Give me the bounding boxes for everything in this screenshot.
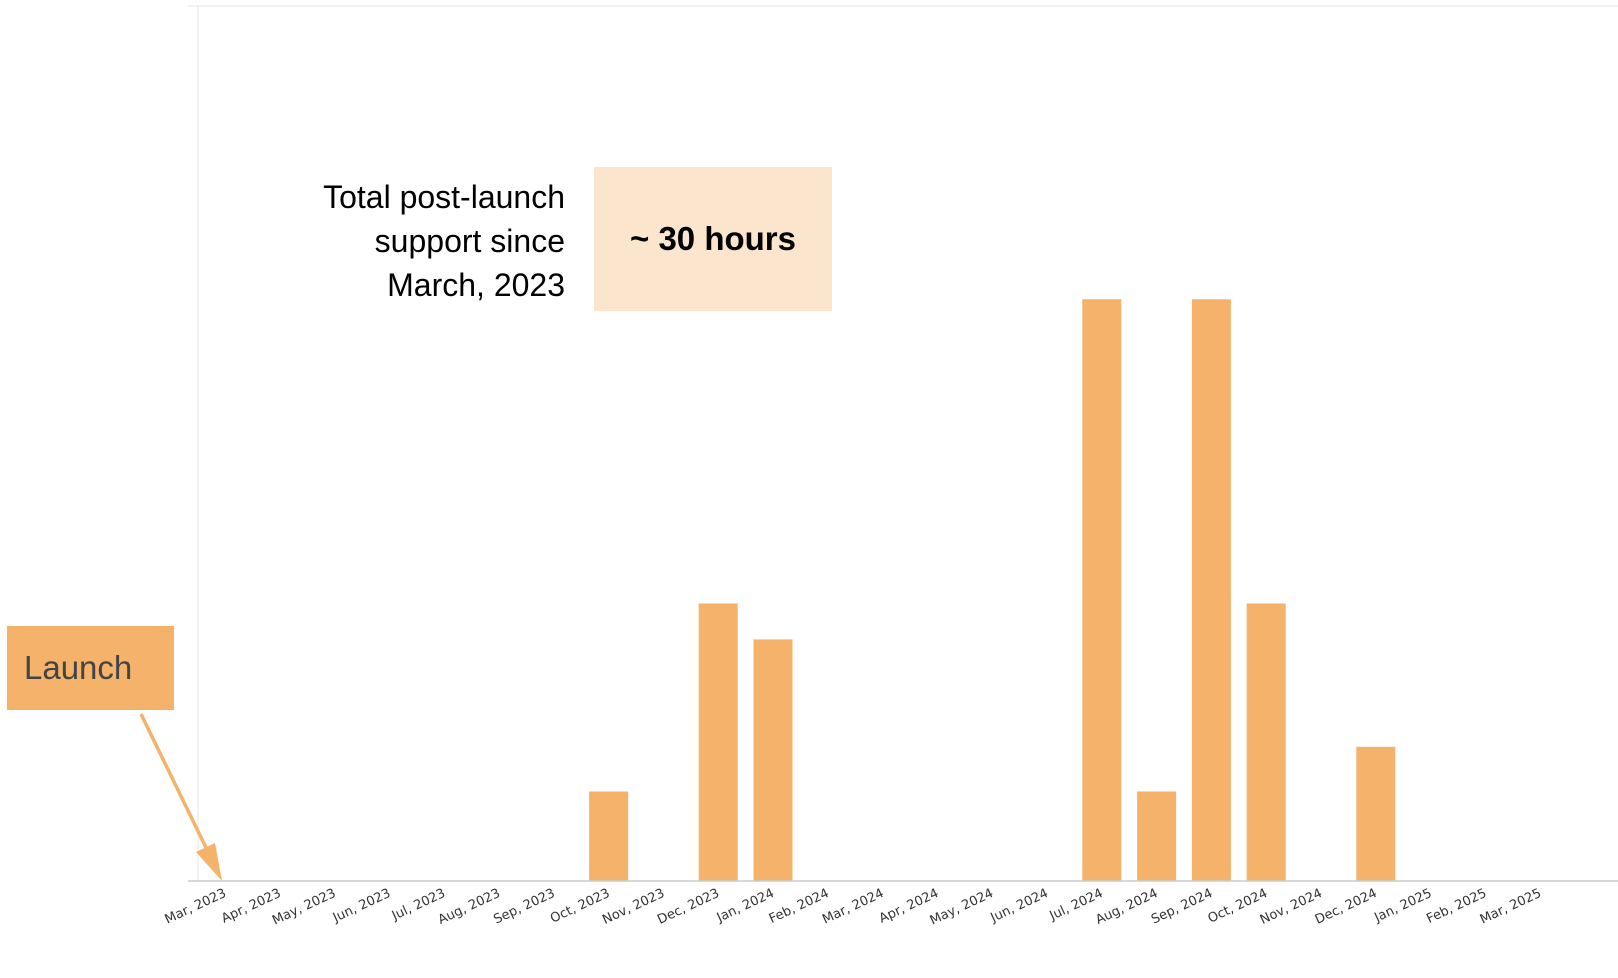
bar-aug-2024 bbox=[1137, 791, 1177, 881]
bar-jul-2024 bbox=[1082, 299, 1122, 882]
launch-arrow bbox=[139, 713, 222, 881]
total-hours-box: ~ 30 hours bbox=[594, 167, 832, 311]
bar-jan-2024 bbox=[753, 639, 793, 882]
x-tick-aug-2024: Aug, 2024 bbox=[1093, 886, 1160, 928]
x-tick-feb-2025: Feb, 2025 bbox=[1424, 886, 1489, 927]
total-support-label: Total post-launch support since March, 2… bbox=[323, 179, 565, 303]
x-tick-dec-2024: Dec, 2024 bbox=[1313, 886, 1380, 928]
x-tick-jan-2025: Jan, 2025 bbox=[1371, 886, 1434, 926]
launch-label: Launch bbox=[24, 649, 133, 686]
launch-callout: Launch bbox=[7, 626, 174, 710]
x-tick-dec-2023: Dec, 2023 bbox=[655, 886, 722, 928]
bar-dec-2024 bbox=[1356, 746, 1396, 882]
x-tick-jun-2024: Jun, 2024 bbox=[988, 886, 1051, 926]
x-tick-aug-2023: Aug, 2023 bbox=[436, 886, 503, 928]
bars-group bbox=[589, 299, 1396, 882]
x-tick-mar-2023: Mar, 2023 bbox=[163, 886, 229, 927]
x-tick-sep-2024: Sep, 2024 bbox=[1149, 886, 1215, 927]
bar-sep-2024 bbox=[1191, 299, 1231, 882]
x-tick-jan-2024: Jan, 2024 bbox=[714, 886, 777, 926]
bar-oct-2023 bbox=[589, 791, 629, 881]
x-tick-jun-2023: Jun, 2023 bbox=[330, 886, 393, 926]
x-tick-may-2024: May, 2024 bbox=[928, 886, 996, 928]
x-tick-nov-2024: Nov, 2024 bbox=[1258, 886, 1325, 928]
x-tick-may-2023: May, 2023 bbox=[270, 886, 338, 928]
x-tick-sep-2023: Sep, 2023 bbox=[491, 886, 557, 927]
bar-dec-2023 bbox=[698, 603, 738, 881]
total-hours-value: ~ 30 hours bbox=[630, 220, 796, 257]
bar-oct-2024 bbox=[1246, 603, 1286, 881]
x-tick-nov-2023: Nov, 2023 bbox=[600, 886, 667, 928]
x-tick-mar-2024: Mar, 2024 bbox=[820, 886, 886, 927]
x-tick-feb-2024: Feb, 2024 bbox=[767, 886, 832, 927]
x-tick-mar-2025: Mar, 2025 bbox=[1478, 886, 1544, 927]
